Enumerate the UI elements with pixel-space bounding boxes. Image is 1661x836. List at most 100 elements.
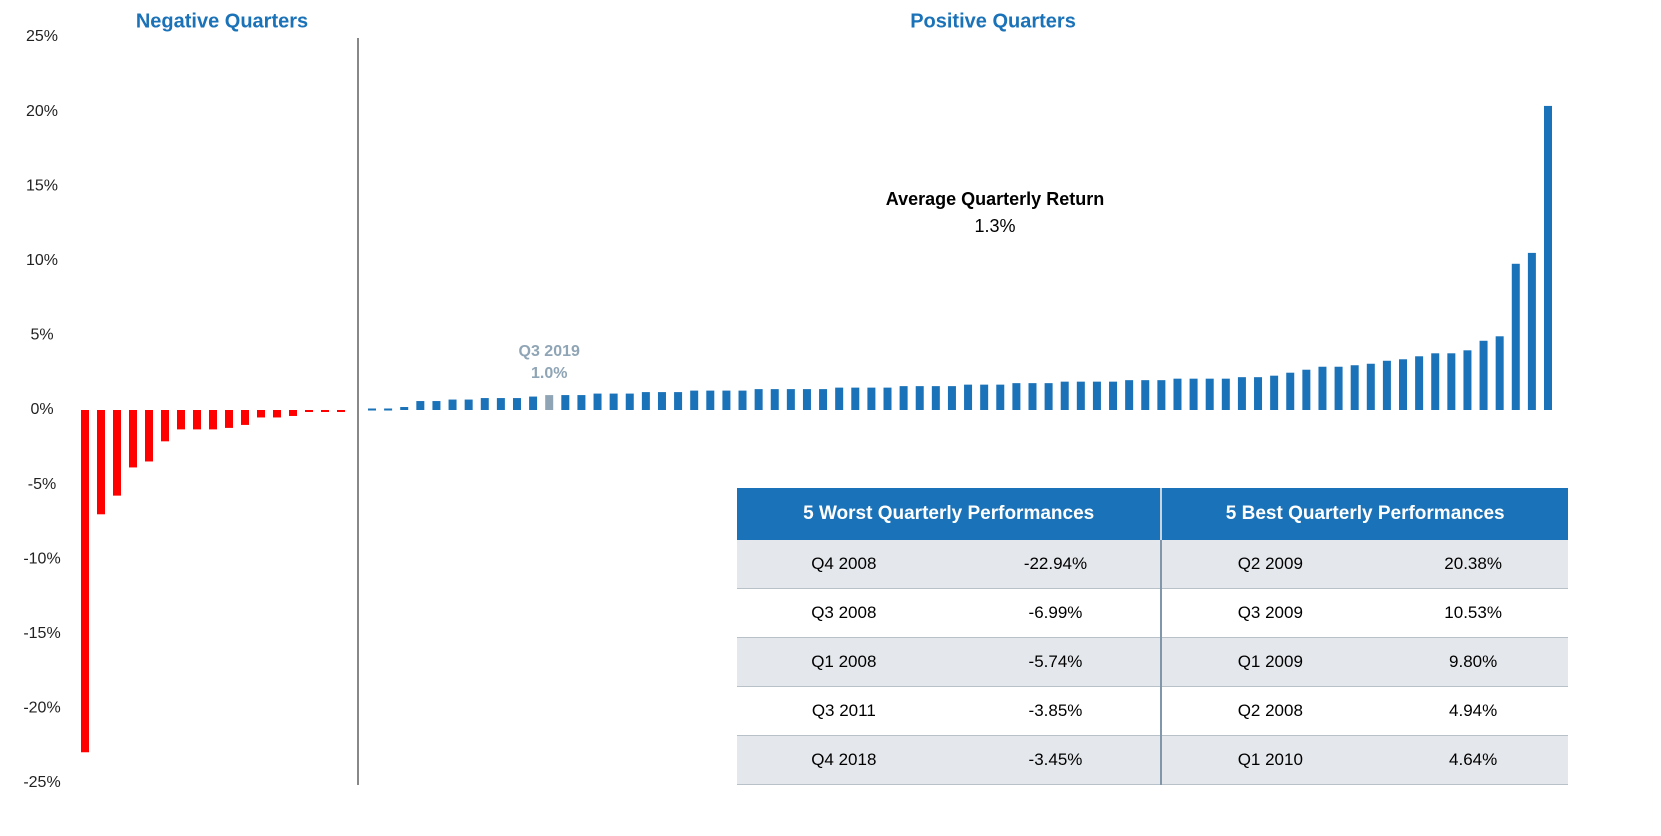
table-header: 5 Worst Quarterly Performances	[737, 488, 1162, 540]
bar	[738, 390, 747, 410]
table-cell: 9.80%	[1378, 637, 1568, 687]
table-cell: 10.53%	[1378, 588, 1568, 638]
bar	[1415, 356, 1424, 410]
bar	[1044, 383, 1053, 410]
bar	[835, 387, 844, 410]
bar	[1527, 252, 1536, 410]
bar	[1431, 353, 1440, 410]
bar	[177, 410, 185, 430]
table-cell: Q3 2009	[1160, 588, 1379, 638]
table-cell: -5.74%	[950, 637, 1162, 687]
bar	[899, 386, 908, 410]
y-tick-label: -20%	[23, 700, 60, 717]
bar	[145, 410, 153, 462]
bar	[964, 384, 973, 410]
bar	[496, 398, 505, 410]
performance-table: 5 Worst Quarterly Performances 5 Best Qu…	[737, 488, 1568, 785]
bar	[1302, 369, 1311, 410]
table-cell: Q2 2009	[1160, 540, 1379, 589]
table-cell: 20.38%	[1378, 540, 1568, 589]
y-tick-label: 5%	[30, 327, 53, 344]
table-cell: Q4 2018	[737, 735, 951, 785]
bar	[1125, 380, 1134, 410]
table-cell: Q3 2011	[737, 686, 951, 736]
bar	[609, 393, 618, 410]
annotation-title: Average Quarterly Return	[885, 189, 1105, 209]
highlight-value: 1.0%	[531, 365, 567, 382]
bar	[289, 410, 297, 416]
bar	[996, 384, 1005, 410]
y-tick-label: 25%	[26, 28, 58, 45]
bar	[416, 401, 425, 410]
table-cell: Q1 2008	[737, 637, 951, 687]
bar	[321, 410, 329, 412]
bar	[1205, 378, 1214, 410]
y-tick-label: 20%	[26, 103, 58, 120]
bar	[1028, 383, 1037, 410]
bar	[674, 392, 683, 410]
bar	[1544, 105, 1552, 411]
bar	[625, 393, 634, 410]
table-cell: 4.94%	[1378, 686, 1568, 736]
table-cell: -3.45%	[950, 735, 1162, 785]
bar	[1318, 366, 1327, 410]
bar	[947, 386, 956, 410]
bar	[1092, 381, 1101, 410]
bar	[161, 410, 169, 442]
bar	[754, 389, 763, 410]
bar	[802, 389, 811, 410]
table-cell: -6.99%	[950, 588, 1162, 638]
table-cell: Q1 2009	[1160, 637, 1379, 687]
bar	[1109, 381, 1118, 410]
bar	[931, 386, 940, 410]
table-cell: 4.64%	[1378, 735, 1568, 785]
table-cell: -22.94%	[950, 540, 1162, 589]
bar	[915, 386, 924, 410]
bar	[81, 410, 89, 753]
bar	[819, 389, 828, 410]
bar	[129, 410, 137, 468]
bar	[432, 401, 441, 410]
y-tick-label: -15%	[23, 625, 60, 642]
bar	[384, 408, 393, 411]
negative-title: Negative Quarters	[136, 10, 308, 32]
bar	[305, 410, 313, 412]
bar	[561, 395, 570, 410]
bar	[1334, 366, 1343, 410]
bar	[851, 387, 860, 410]
table-header: 5 Best Quarterly Performances	[1160, 488, 1568, 540]
table-row: Q1 2008 -5.74% Q1 2009 9.80%	[737, 637, 1568, 687]
bar	[1286, 372, 1295, 410]
bar	[1076, 381, 1085, 410]
y-tick-label: -10%	[23, 550, 60, 567]
bar	[400, 407, 409, 410]
bar	[690, 390, 699, 410]
bar	[593, 393, 602, 410]
y-tick-label: 15%	[26, 177, 58, 194]
bar	[1012, 383, 1021, 410]
bar	[337, 410, 345, 412]
y-tick-label: -5%	[28, 476, 56, 493]
bar	[706, 390, 715, 410]
table-cell: Q3 2008	[737, 588, 951, 638]
y-tick-label: 10%	[26, 252, 58, 269]
bar	[722, 390, 731, 410]
bar	[273, 410, 281, 418]
bar	[257, 410, 265, 418]
bar	[1254, 377, 1263, 410]
bar	[193, 410, 201, 430]
bar	[867, 387, 876, 410]
bar	[1270, 375, 1279, 410]
y-tick-label: 0%	[30, 401, 53, 418]
bar	[980, 384, 989, 410]
bar	[1221, 378, 1230, 410]
annotation: Average Quarterly Return 1.3%	[880, 186, 1110, 240]
bar	[1366, 363, 1375, 410]
bar	[97, 410, 105, 515]
y-tick-label: -25%	[23, 774, 60, 791]
bar	[113, 410, 121, 496]
bar	[577, 395, 586, 410]
bar	[786, 389, 795, 410]
bar	[464, 399, 473, 410]
